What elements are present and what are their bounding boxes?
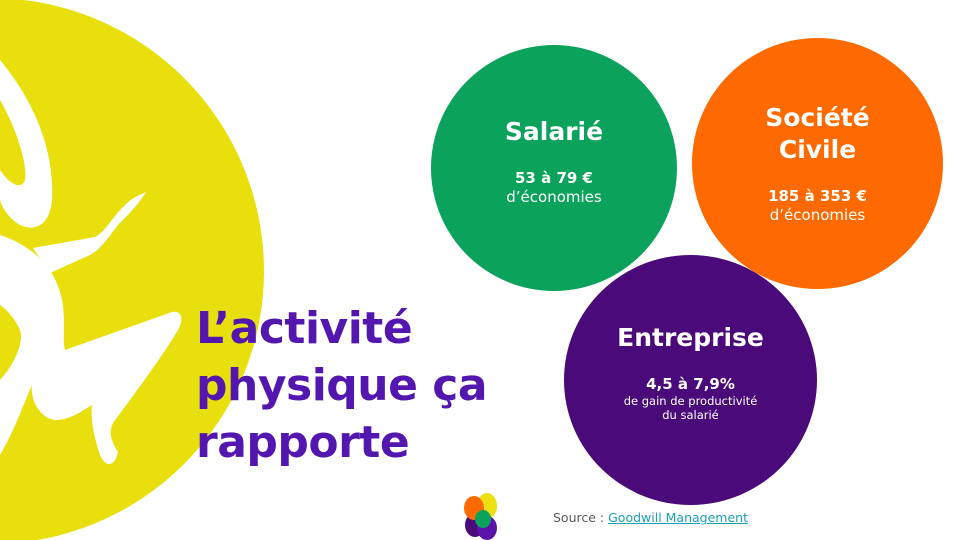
- title-line-2: physique ça: [196, 360, 488, 411]
- bubble-value: 185 à 353 €: [768, 186, 867, 205]
- bubble-salarie: Salarié 53 à 79 € d’économies: [431, 45, 677, 291]
- bubble-value: 53 à 79 €: [515, 169, 593, 187]
- bubble-description-line-2: du salarié: [662, 408, 719, 422]
- colored-circles-logo-icon: [464, 493, 497, 540]
- bubble-description-line-1: de gain de productivité: [623, 394, 758, 408]
- bubble-description: d’économies: [769, 205, 866, 224]
- bubble-description: d’économies: [506, 188, 602, 206]
- runner-silhouette-icon: [0, 60, 182, 465]
- bubble-entreprise: Entreprise 4,5 à 7,9% de gain de product…: [564, 255, 817, 505]
- source-link[interactable]: Goodwill Management: [608, 510, 748, 525]
- source-label: Source :: [553, 510, 605, 525]
- bubble-title-line-1: Société: [765, 102, 870, 132]
- bubble-title: Entreprise: [617, 323, 764, 352]
- title-line-1: L’activité: [196, 303, 413, 354]
- bubble-societe-civile: Société Civile 185 à 353 € d’économies: [692, 38, 943, 289]
- title-line-3: rapporte: [196, 417, 410, 468]
- source-citation: Source : Goodwill Management: [553, 510, 748, 525]
- page-title: L’activité physique ça rapporte: [196, 300, 488, 471]
- bubble-title: Salarié: [504, 117, 604, 146]
- bubble-title-line-2: Civile: [778, 134, 857, 164]
- bubble-value: 4,5 à 7,9%: [646, 375, 735, 393]
